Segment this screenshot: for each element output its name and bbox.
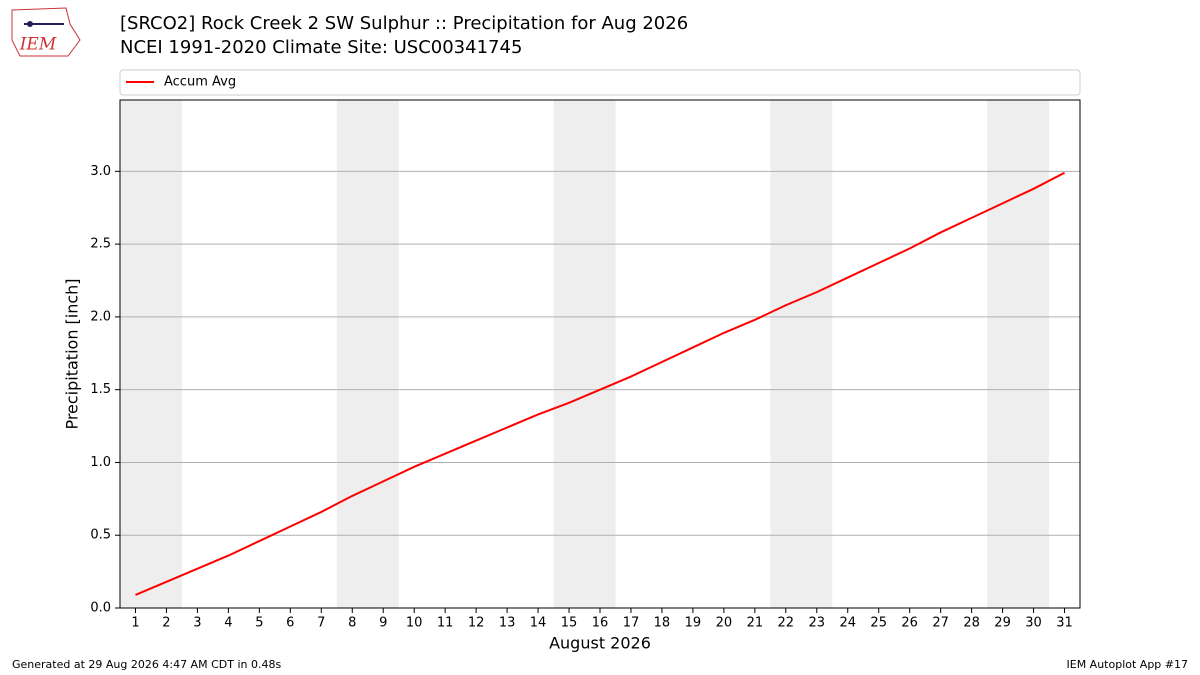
- x-tick-label: 3: [193, 616, 201, 631]
- chart-subtitle: NCEI 1991-2020 Climate Site: USC00341745: [120, 37, 522, 58]
- x-tick-label: 19: [685, 616, 702, 631]
- x-tick-label: 18: [654, 616, 671, 631]
- x-tick-label: 29: [994, 616, 1011, 631]
- plot-frame: [119, 99, 1081, 609]
- x-tick-label: 12: [468, 616, 485, 631]
- weekend-shade: [367, 100, 399, 608]
- x-tick-label: 9: [379, 616, 387, 631]
- y-tick-label: 1.5: [90, 382, 111, 397]
- x-tick-label: 15: [561, 616, 578, 631]
- footer-left: Generated at 29 Aug 2026 4:47 AM CDT in …: [12, 658, 281, 671]
- x-tick-label: 17: [623, 616, 640, 631]
- x-tick-label: 11: [437, 616, 454, 631]
- weekend-shade: [1018, 100, 1050, 608]
- x-tick-label: 2: [162, 616, 170, 631]
- logo-text: IEM: [19, 35, 57, 55]
- logo: IEM: [11, 7, 81, 57]
- x-tick-label: 26: [901, 616, 918, 631]
- y-tick-label: 1.0: [90, 455, 111, 470]
- x-tick-label: 23: [809, 616, 826, 631]
- x-axis-label: August 2026: [549, 634, 651, 653]
- x-tick-label: 7: [317, 616, 325, 631]
- x-tick-label: 30: [1025, 616, 1042, 631]
- x-tick-label: 1: [131, 616, 139, 631]
- weekend-shade: [770, 100, 802, 608]
- legend-label: Accum Avg: [164, 75, 236, 90]
- legend-box: [119, 69, 1081, 96]
- weekend-shade: [336, 100, 368, 608]
- y-axis-label: Precipitation [inch]: [63, 278, 82, 429]
- y-tick-label: 3.0: [90, 164, 111, 179]
- weekend-shade: [987, 100, 1019, 608]
- x-tick-label: 4: [224, 616, 232, 631]
- y-tick-label: 0.0: [90, 601, 111, 616]
- x-tick-label: 13: [499, 616, 516, 631]
- y-tick-label: 0.5: [90, 528, 111, 543]
- weekend-shade: [584, 100, 616, 608]
- y-tick-label: 2.5: [90, 237, 111, 252]
- x-tick-label: 21: [747, 616, 764, 631]
- x-tick-label: 5: [255, 616, 263, 631]
- weekend-shade: [553, 100, 585, 608]
- x-tick-label: 31: [1056, 616, 1073, 631]
- y-tick-label: 2.0: [90, 309, 111, 324]
- x-tick-label: 16: [592, 616, 609, 631]
- x-tick-label: 6: [286, 616, 294, 631]
- weekend-shade: [150, 100, 182, 608]
- weekend-shade: [120, 100, 151, 608]
- chart-title: [SRCO2] Rock Creek 2 SW Sulphur :: Preci…: [120, 13, 688, 34]
- x-tick-label: 27: [932, 616, 949, 631]
- x-tick-label: 22: [778, 616, 795, 631]
- x-tick-label: 10: [406, 616, 423, 631]
- weekend-shade: [801, 100, 833, 608]
- footer-right: IEM Autoplot App #17: [1067, 658, 1189, 671]
- x-tick-label: 8: [348, 616, 356, 631]
- x-tick-label: 28: [963, 616, 980, 631]
- x-tick-label: 25: [870, 616, 887, 631]
- series-line: [135, 171, 1065, 596]
- x-tick-label: 20: [716, 616, 733, 631]
- x-tick-label: 24: [839, 616, 856, 631]
- x-tick-label: 14: [530, 616, 547, 631]
